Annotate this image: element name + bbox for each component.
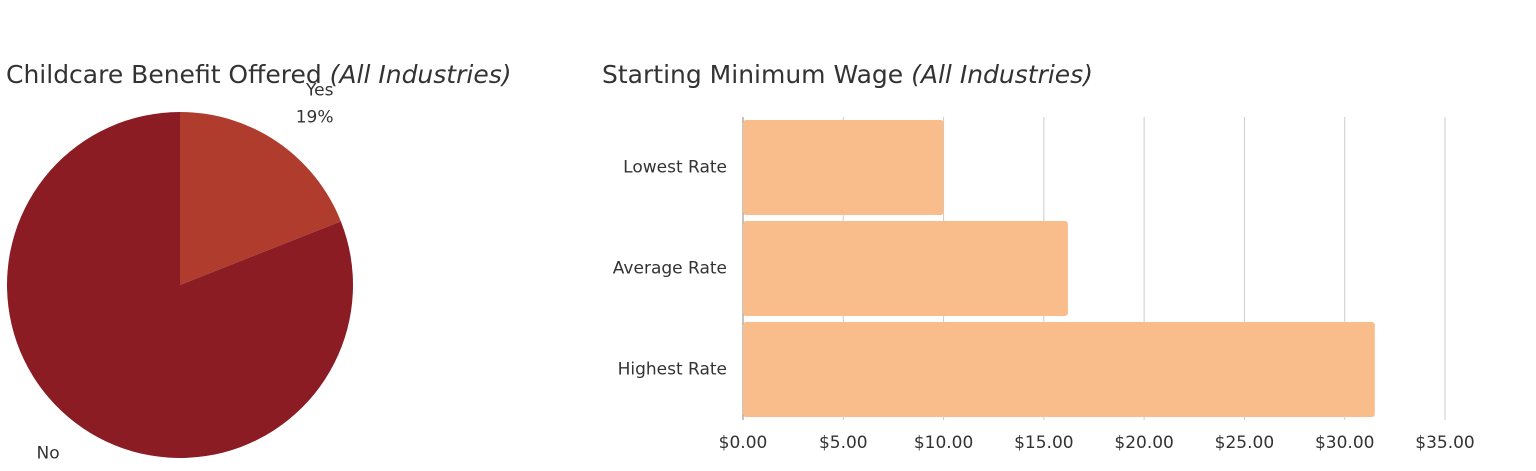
bar-title: Starting Minimum Wage (All Industries) (602, 60, 1093, 89)
title-main: Childcare Benefit Offered (6, 60, 322, 89)
x-tick-label: $0.00 (719, 433, 768, 453)
pie-slice (180, 112, 341, 285)
x-tick-label: $30.00 (1315, 433, 1374, 453)
x-tick-label: $5.00 (819, 433, 868, 453)
y-tick-label: Highest Rate (618, 360, 727, 380)
x-tick-label: $25.00 (1215, 433, 1274, 453)
bar (743, 120, 944, 215)
slice-value: 19% (296, 107, 334, 127)
y-tick-label: Average Rate (613, 259, 727, 279)
x-tick-label: $20.00 (1114, 433, 1173, 453)
slice-label: No (37, 444, 60, 464)
bar (743, 322, 1375, 417)
bar (743, 221, 1068, 316)
x-tick-label: $35.00 (1415, 433, 1474, 453)
pie-slice (6, 112, 353, 459)
x-tick-label: $10.00 (914, 433, 973, 453)
x-tick-label: $15.00 (1014, 433, 1073, 453)
slice-label: Yes (305, 80, 334, 100)
title-main: Starting Minimum Wage (602, 60, 903, 89)
title-sub: (All Industries) (330, 60, 512, 89)
title-sub: (All Industries) (911, 60, 1093, 89)
y-tick-label: Lowest Rate (623, 158, 727, 178)
pie-title: Childcare Benefit Offered (All Industrie… (6, 60, 512, 89)
